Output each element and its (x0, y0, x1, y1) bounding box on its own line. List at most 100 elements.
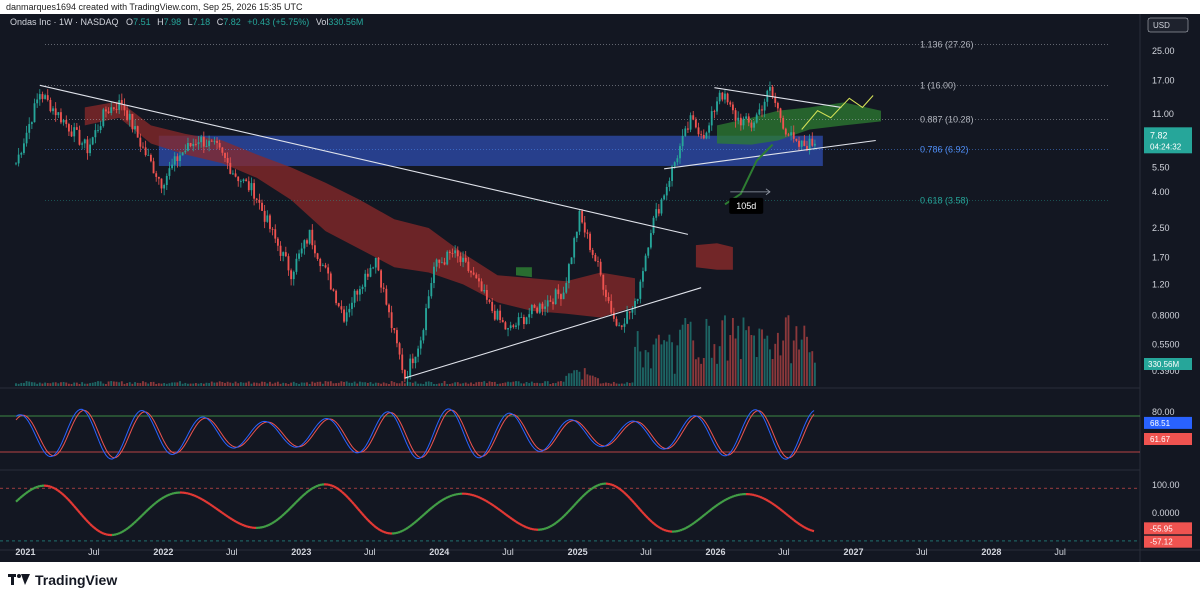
osc-segment (729, 495, 733, 499)
candle-body (570, 257, 573, 265)
volume-bar (642, 367, 644, 386)
osc-segment (135, 518, 139, 523)
volume-bar (139, 383, 142, 386)
volume-bar (181, 383, 184, 386)
candle-body (586, 232, 589, 234)
candle-body (171, 164, 174, 169)
osc-segment (365, 517, 369, 521)
candle-body (448, 251, 451, 253)
osc-segment (797, 522, 801, 526)
volume-bar (671, 342, 673, 386)
time-axis-tick: 2027 (843, 547, 863, 557)
candle-body (628, 311, 631, 313)
volume-bar (171, 382, 174, 386)
candle-body (163, 185, 166, 189)
candle-body (779, 108, 782, 119)
volume-bar (380, 383, 382, 386)
volume-bar (81, 382, 84, 386)
candle-body (120, 100, 123, 105)
osc-segment (193, 494, 197, 498)
osc-segment (265, 524, 269, 528)
volume-bar (546, 381, 549, 386)
osc-segment (641, 510, 645, 515)
osc-segment (439, 499, 443, 503)
volume-bar (324, 381, 327, 386)
candle-body (771, 86, 774, 97)
osc-segment (525, 526, 529, 529)
candle-body (25, 132, 28, 144)
range-arrow-icon (765, 188, 771, 196)
osc-segment (89, 523, 93, 527)
currency-box[interactable]: USD (1147, 17, 1189, 33)
volume-bar (679, 329, 681, 386)
osc-segment (543, 527, 547, 530)
volume-bar (332, 383, 335, 386)
candle-body (776, 102, 779, 109)
osc-segment (581, 494, 585, 498)
candle-body (702, 134, 705, 139)
osc-segment (369, 521, 373, 525)
ichimoku-cloud-bearish (84, 101, 636, 318)
osc-segment (67, 498, 71, 503)
volume-bar (303, 382, 306, 386)
volume-bar (38, 382, 41, 386)
volume-bar (472, 383, 475, 386)
osc-segment (81, 514, 85, 519)
osc-segment (119, 531, 123, 534)
candle-body (552, 301, 554, 305)
volume-bar (552, 383, 554, 386)
candle-body (435, 259, 438, 267)
osc-segment (65, 496, 69, 501)
volume-bar (388, 383, 390, 386)
chart-svg[interactable]: 1.136 (27.26) 1 (16.00) 0.887 (10.28) 0.786… (0, 14, 1200, 562)
volume-bar (192, 383, 195, 386)
time-axis-tick: Jul (226, 547, 238, 557)
trendline (714, 87, 842, 108)
volume-bar (692, 340, 695, 386)
osc-segment (555, 520, 559, 524)
chart-area[interactable]: 1.136 (27.26) 1 (16.00) 0.887 (10.28) 0.786… (0, 14, 1200, 562)
volume-bar (724, 315, 726, 386)
osc-segment (721, 499, 725, 503)
volume-bar (771, 359, 774, 386)
candle-body (795, 138, 798, 141)
volume-bar (509, 382, 512, 386)
volume-bar (102, 383, 105, 386)
volume-bar (798, 349, 800, 386)
osc-segment (169, 492, 173, 496)
volume-bar (224, 382, 226, 386)
volume-bar (300, 382, 303, 386)
volume-bar (337, 382, 340, 386)
stoch-d-value: 61.67 (1150, 435, 1171, 444)
time-axis-tick: Jul (778, 547, 790, 557)
volume-bar (694, 359, 697, 386)
candle-body (734, 110, 737, 121)
osc-segment (473, 494, 477, 498)
osc-segment (571, 504, 575, 509)
volume-bar (255, 382, 258, 386)
osc-segment (115, 532, 119, 536)
fib-level-label: 0.786 (6.92) (920, 145, 969, 155)
osc-segment (317, 483, 321, 487)
stoch-axis-tick: 80.00 (1152, 407, 1175, 417)
volume-bar (811, 351, 814, 386)
volume-bar (70, 383, 73, 386)
volume-bar (435, 383, 438, 386)
osc-segment (735, 493, 739, 497)
osc-segment (371, 523, 375, 527)
candle-body (589, 233, 591, 250)
volume-bar (710, 357, 713, 386)
legend-l-label: L (188, 17, 193, 27)
candle-body (372, 267, 375, 269)
volume-bar (425, 381, 427, 386)
osc-segment (207, 502, 211, 506)
candle-body (337, 303, 340, 307)
osc-segment (245, 525, 249, 528)
volume-bar (639, 351, 642, 386)
osc-segment (489, 502, 493, 506)
osc-segment (35, 485, 39, 489)
volume-bar (197, 383, 200, 386)
last-price-value: 7.82 (1150, 130, 1168, 140)
candle-body (303, 240, 306, 249)
volume-bar (501, 383, 504, 386)
